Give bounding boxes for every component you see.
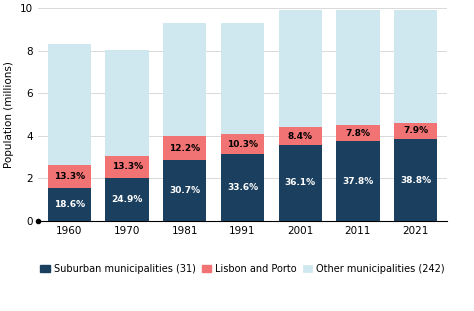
Bar [336, 142, 380, 221]
Text: 12.2%: 12.2% [169, 144, 201, 153]
Text: 13.3%: 13.3% [54, 172, 85, 181]
Bar [48, 165, 91, 188]
Text: 33.6%: 33.6% [227, 183, 258, 192]
Bar [279, 127, 322, 145]
Bar [221, 155, 264, 221]
Bar [106, 178, 149, 221]
Bar [163, 160, 207, 221]
Text: 10.3%: 10.3% [227, 140, 258, 149]
Bar [106, 50, 149, 221]
Text: 18.6%: 18.6% [54, 200, 85, 209]
Y-axis label: Population (millions): Population (millions) [4, 61, 14, 168]
Text: 37.8%: 37.8% [342, 177, 374, 186]
Bar [48, 44, 91, 221]
Bar [336, 125, 380, 142]
Bar [163, 136, 207, 160]
Text: 30.7%: 30.7% [169, 186, 201, 195]
Bar [221, 23, 264, 221]
Bar [279, 10, 322, 221]
Bar [48, 188, 91, 221]
Bar [394, 139, 437, 221]
Text: 8.4%: 8.4% [288, 132, 313, 141]
Bar [336, 10, 380, 221]
Bar [279, 145, 322, 221]
Text: 24.9%: 24.9% [111, 195, 143, 204]
Text: 36.1%: 36.1% [284, 179, 316, 188]
Bar [221, 134, 264, 155]
Bar [394, 123, 437, 139]
Bar [106, 156, 149, 178]
Text: 7.9%: 7.9% [403, 127, 428, 135]
Text: 13.3%: 13.3% [111, 162, 143, 171]
Legend: Suburban municipalities (31), Lisbon and Porto, Other municipalities (242): Suburban municipalities (31), Lisbon and… [36, 260, 449, 278]
Text: 7.8%: 7.8% [346, 129, 370, 138]
Text: 38.8%: 38.8% [400, 176, 431, 185]
Bar [163, 23, 207, 221]
Bar [394, 10, 437, 221]
